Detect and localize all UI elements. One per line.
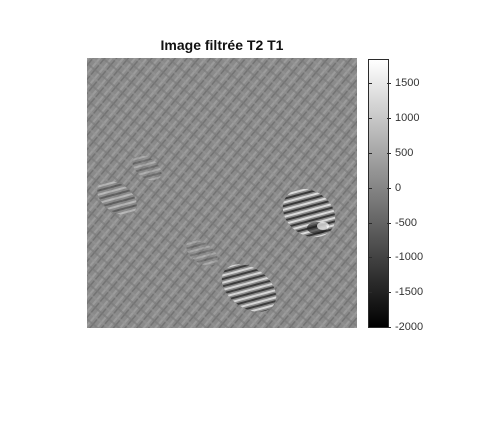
colorbar <box>368 59 389 328</box>
filtered-image <box>87 58 357 328</box>
colorbar-tick-left <box>368 327 372 328</box>
colorbar-tick-left <box>368 152 372 154</box>
filtered-image-texture <box>87 58 357 328</box>
colorbar-tick-label: 500 <box>395 146 414 159</box>
colorbar-tick-left <box>368 257 372 259</box>
colorbar-tick-right <box>387 292 391 294</box>
colorbar-tick-label: -1000 <box>395 251 424 264</box>
figure-title: Image filtrée T2 T1 <box>160 37 284 53</box>
colorbar-tick-left <box>368 118 372 120</box>
colorbar-tick-label: 1500 <box>395 77 420 90</box>
colorbar-tick-right <box>387 118 391 120</box>
colorbar-tick-left <box>368 187 372 189</box>
colorbar-tick-label: -2000 <box>395 321 424 333</box>
colorbar-tick-right <box>387 83 391 85</box>
colorbar-tick-right <box>387 187 391 189</box>
colorbar-tick-right <box>387 152 391 154</box>
colorbar-tick-label: 0 <box>395 181 402 194</box>
colorbar-tick-label: -1500 <box>395 286 424 299</box>
anomaly-region-bottom <box>221 264 277 312</box>
colorbar-tick-right <box>387 257 391 259</box>
colorbar-tick-left <box>368 83 372 85</box>
colorbar-tick-label: -500 <box>395 216 418 229</box>
colorbar-tick-left <box>368 292 372 294</box>
colorbar-tick-left <box>368 222 372 224</box>
colorbar-tick-label: 1000 <box>395 112 420 125</box>
colorbar-tick-right <box>387 327 391 328</box>
colorbar-tick-right <box>387 222 391 224</box>
colorbar-gradient <box>369 60 388 327</box>
anomaly-region-left <box>97 155 218 267</box>
anomaly-region-right <box>282 188 336 238</box>
